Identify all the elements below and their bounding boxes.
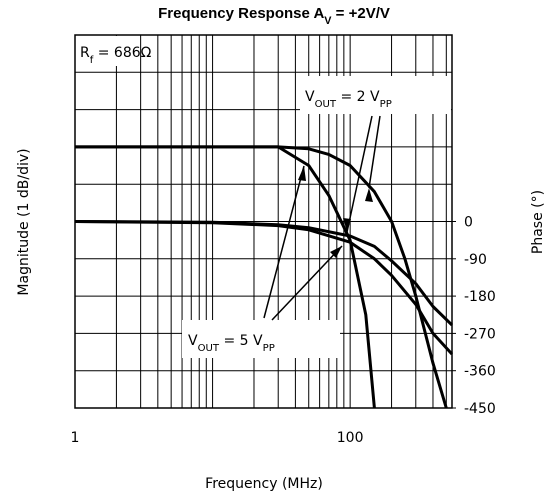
text-part: R <box>80 45 90 61</box>
text-part: V <box>188 333 198 349</box>
arrow <box>271 245 343 321</box>
chart-title: Frequency Response AV = +2V/V <box>158 5 390 27</box>
curves <box>74 145 454 409</box>
text-part: PP <box>380 99 392 110</box>
text-part: Frequency Response A <box>158 5 324 22</box>
plot-frame <box>74 34 453 409</box>
y2-tick-label: 0 <box>464 215 473 231</box>
text-part: = 686Ω <box>93 45 151 61</box>
curve <box>74 220 454 356</box>
annotation: VOUT = 2 VPP <box>305 89 392 110</box>
curve <box>75 145 376 409</box>
text-part: PP <box>263 343 275 354</box>
text-part: = +2V/V <box>332 5 390 22</box>
text-part: = 2 V <box>336 89 380 105</box>
y2-tick-label: -360 <box>464 364 496 380</box>
annotation: VOUT = 5 VPP <box>188 333 275 354</box>
arrow <box>368 115 381 189</box>
text-part: V <box>305 89 315 105</box>
curve <box>75 145 448 409</box>
arrow <box>263 165 305 319</box>
text-part: = 5 V <box>219 333 263 349</box>
text-part: V <box>324 15 332 27</box>
y2-tick-label: -270 <box>464 326 496 342</box>
text-part: OUT <box>198 343 220 354</box>
arrowhead <box>365 188 373 202</box>
text-part: f <box>90 55 94 66</box>
arrows <box>263 115 381 321</box>
arrow <box>346 115 373 233</box>
y2-axis-label: Phase (°) <box>530 190 546 254</box>
y-axis-label: Magnitude (1 dB/div) <box>16 148 32 295</box>
y2-tick-label: -450 <box>464 401 496 417</box>
annotation: Rf = 686Ω <box>80 45 152 66</box>
y2-tick-label: -90 <box>464 252 487 268</box>
x-axis-label: Frequency (MHz) <box>205 476 323 492</box>
arrowhead <box>298 166 306 181</box>
label-box <box>76 36 138 66</box>
y2-tick-label: -180 <box>464 289 496 305</box>
arrowheads <box>298 166 373 258</box>
label-box <box>182 320 340 358</box>
x-tick-label: 100 <box>337 430 364 446</box>
x-tick-label: 1 <box>71 430 80 446</box>
text-part: OUT <box>315 99 337 110</box>
texts: 1 100 0 -90 -180 -270 -360 -450 Frequency Respon… <box>16 5 546 492</box>
label-box <box>300 76 451 114</box>
arrowhead <box>343 218 351 232</box>
arrowhead <box>330 246 342 258</box>
